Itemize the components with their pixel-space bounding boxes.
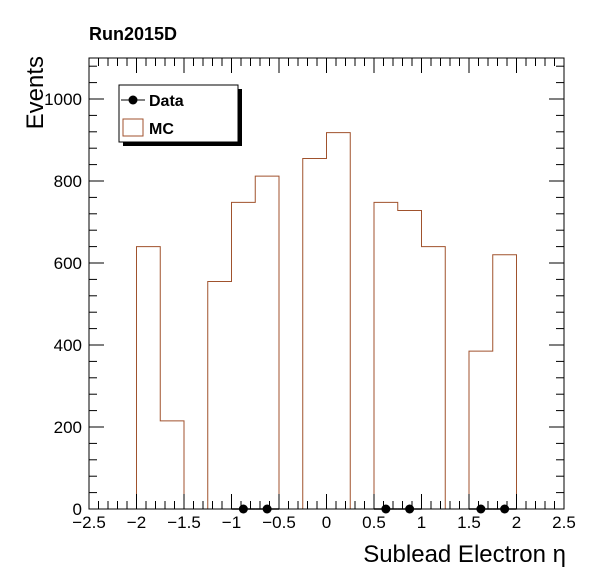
legend-data-marker bbox=[128, 95, 138, 105]
x-tick-label: 0.5 bbox=[362, 513, 386, 532]
y-tick-label: 0 bbox=[73, 500, 82, 519]
x-tick-label: −1.5 bbox=[167, 513, 201, 532]
x-tick-label: 2.5 bbox=[552, 513, 576, 532]
y-tick-label: 600 bbox=[54, 254, 82, 273]
x-axis-title: Sublead Electron η bbox=[363, 541, 566, 568]
x-tick-label: −0.5 bbox=[262, 513, 296, 532]
x-axis-ticks bbox=[88, 58, 565, 509]
x-axis-tick-labels: −2.5 −2 −1.5 −1 −0.5 0 0.5 1 1.5 2 2.5 bbox=[72, 513, 576, 532]
y-axis-ticks bbox=[89, 65, 564, 510]
y-axis-title: Events bbox=[22, 56, 49, 129]
x-tick-label: −2 bbox=[127, 513, 146, 532]
legend-mc-label: MC bbox=[149, 121, 174, 138]
x-tick-label: 1 bbox=[417, 513, 426, 532]
legend: Data MC bbox=[118, 84, 242, 146]
y-axis-tick-labels: 0 200 400 600 800 1000 bbox=[44, 90, 82, 519]
x-tick-label: 0 bbox=[322, 513, 331, 532]
legend-mc-swatch bbox=[122, 118, 144, 137]
y-tick-label: 200 bbox=[54, 418, 82, 437]
x-tick-label: −1 bbox=[222, 513, 241, 532]
y-tick-label: 400 bbox=[54, 336, 82, 355]
legend-data-label: Data bbox=[149, 93, 184, 110]
x-tick-label: 2 bbox=[512, 513, 521, 532]
mc-histogram bbox=[89, 132, 564, 510]
y-tick-label: 800 bbox=[54, 172, 82, 191]
x-tick-label: 1.5 bbox=[457, 513, 481, 532]
mc-histogram-outline bbox=[89, 132, 564, 510]
x-tick-label: −2.5 bbox=[72, 513, 106, 532]
y-tick-label: 1000 bbox=[44, 90, 82, 109]
chart-title: Run2015D bbox=[89, 24, 177, 44]
